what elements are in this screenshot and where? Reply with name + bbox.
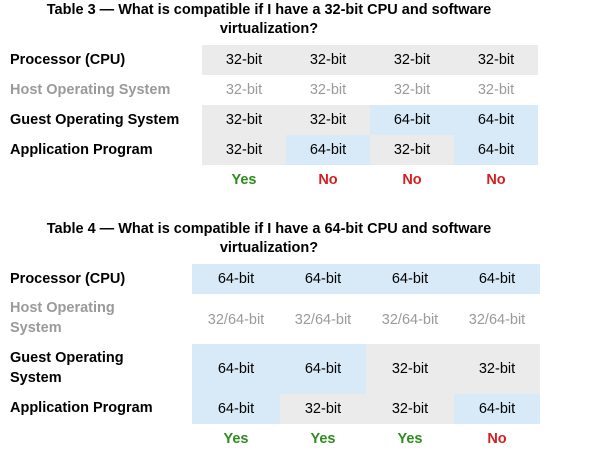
result-no: No [487,431,507,447]
table-cell: 32-bit [370,45,454,75]
table-3-row-processor: Processor (CPU) 32-bit 32-bit 32-bit 32-… [0,45,598,75]
result-yes: Yes [397,431,423,447]
table-cell: 32-bit [286,75,370,105]
table-4-row-processor: Processor (CPU) 64-bit 64-bit 64-bit 64-… [0,264,598,294]
table-cell: 32/64-bit [366,296,454,344]
table-cell: 32-bit [286,105,370,135]
table-cell: 32-bit [202,135,286,165]
table-3: Table 3 — What is compatible if I have a… [0,0,598,200]
table-cell: 32-bit [370,75,454,105]
result-yes: Yes [231,172,257,188]
table-cell: 32-bit [202,45,286,75]
table-cell: 32-bit [202,75,286,105]
table-cell: 64-bit [280,344,366,394]
table-4-row-host-os: Host Operating System 32/64-bit 32/64-bi… [0,296,598,344]
table-cell: 32-bit [280,394,366,424]
result-no: No [318,172,338,188]
row-label: Guest Operating [10,350,124,366]
table-4-caption-line-2: virtualization? [219,240,319,256]
table-4-row-guest-os: Guest Operating System 64-bit 64-bit 32-… [0,344,598,394]
table-cell: 32-bit [454,75,538,105]
table-4-caption-line-1: Table 4 — What is compatible if I have a… [46,221,492,237]
table-cell: 32-bit [454,45,538,75]
table-cell: 32-bit [202,105,286,135]
row-label: Application Program [10,142,153,158]
row-label: Guest Operating System [10,112,180,128]
table-cell: 64-bit [454,394,540,424]
table-3-caption-line-1: Table 3 — What is compatible if I have a… [46,2,492,18]
table-4: Table 4 — What is compatible if I have a… [0,219,598,450]
table-3-caption-line-2: virtualization? [219,21,319,37]
table-cell: 64-bit [192,344,280,394]
table-cell: 32-bit [370,135,454,165]
row-label: Processor (CPU) [10,271,126,287]
table-cell: 32/64-bit [280,296,366,344]
table-3-row-application: Application Program 32-bit 64-bit 32-bit… [0,135,598,165]
table-cell: 64-bit [192,394,280,424]
table-cell: 64-bit [370,105,454,135]
result-yes: Yes [310,431,336,447]
table-cell: 32/64-bit [192,296,280,344]
table-cell: 64-bit [192,264,280,294]
table-cell: 32-bit [286,45,370,75]
table-cell: 64-bit [454,264,540,294]
row-label: System [10,320,62,336]
row-label: Application Program [10,400,153,416]
table-3-row-host-os: Host Operating System 32-bit 32-bit 32-b… [0,75,598,105]
table-cell: 32-bit [366,344,454,394]
table-cell: 64-bit [454,135,538,165]
table-cell: 64-bit [454,105,538,135]
table-cell: 32-bit [366,394,454,424]
result-no: No [402,172,422,188]
result-no: No [486,172,506,188]
row-label: Processor (CPU) [10,52,126,68]
row-label: Host Operating [10,300,115,316]
table-cell: 64-bit [366,264,454,294]
row-label: Host Operating System [10,82,171,98]
table-cell: 64-bit [280,264,366,294]
row-label: System [10,370,62,386]
table-cell: 32-bit [454,344,540,394]
table-cell: 64-bit [286,135,370,165]
table-cell: 32/64-bit [454,296,540,344]
table-3-row-guest-os: Guest Operating System 32-bit 32-bit 64-… [0,105,598,135]
result-yes: Yes [223,431,249,447]
table-4-row-application: Application Program 64-bit 32-bit 32-bit… [0,394,598,424]
